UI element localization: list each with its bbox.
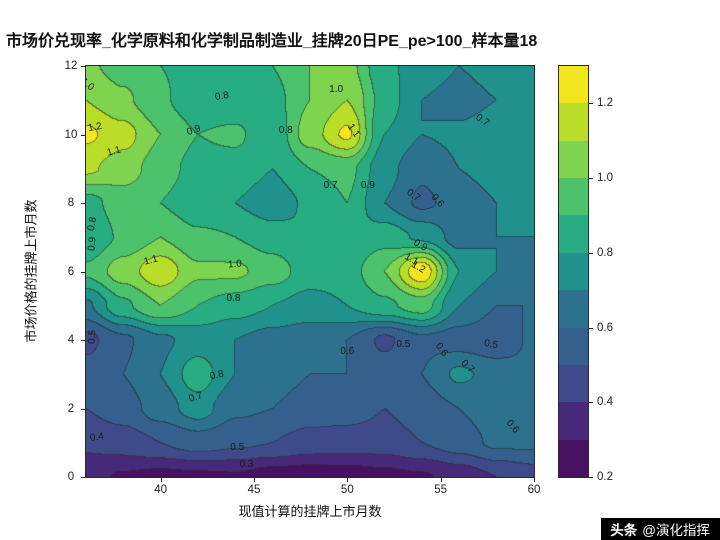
contour-label: 0.5 — [86, 329, 99, 344]
contour-label: 0.5 — [396, 339, 411, 351]
y-tick-label: 0 — [67, 471, 75, 483]
colorbar-band — [559, 290, 588, 328]
y-tick-label: 4 — [67, 334, 75, 346]
contour-label: 0.5 — [230, 441, 245, 453]
y-tick-mark — [81, 477, 85, 478]
y-tick-mark — [81, 203, 85, 204]
x-axis-label: 现值计算的挂牌上市月数 — [238, 504, 382, 519]
colorbar-band — [559, 215, 588, 253]
contour-label: 1.0 — [86, 75, 97, 94]
watermark-brand: 头条 — [610, 523, 638, 538]
contour-label: 0.8 — [278, 125, 293, 137]
contour-label: 1.1 — [143, 253, 160, 268]
contour-label: 0.7 — [323, 179, 338, 191]
contour-labels-layer: 1.0 0.8 1.0 0.7 1.2 1.1 0.9 0.8 1.1 0.7 0.9 0.7 0.6 0… — [86, 66, 534, 477]
colorbar-tick-label: 1.2 — [597, 97, 613, 110]
y-tick-mark — [81, 66, 85, 67]
contour-label: 0.6 — [503, 418, 521, 436]
chart-title: 市场价兑现率_化学原料和化学制品制造业_挂牌20日PE_pe>100_样本量18 — [6, 33, 538, 50]
colorbar-tick-mark — [589, 252, 593, 254]
contour-label: 1.0 — [329, 83, 344, 95]
x-tick-label: 40 — [154, 484, 168, 496]
colorbar-tick-mark — [589, 402, 593, 404]
y-tick-mark — [81, 340, 85, 341]
colorbar-band — [559, 140, 588, 179]
contour-label: 1.1 — [105, 144, 123, 159]
colorbar-tick-label: 0.8 — [597, 246, 613, 259]
contour-label: 0.6 — [428, 192, 446, 210]
contour-label: 0.6 — [432, 341, 450, 359]
contour-label: 0.4 — [89, 430, 105, 444]
contour-label: 0.7 — [404, 187, 422, 205]
colorbar-band — [559, 439, 588, 477]
y-tick-mark — [81, 408, 85, 410]
watermark-handle: @演化指挥 — [642, 523, 710, 538]
contour-label: 0.8 — [214, 89, 230, 103]
colorbar-tick-label: 0.2 — [597, 471, 613, 483]
contour-label: 0.7 — [187, 390, 205, 406]
colorbar-band — [559, 364, 588, 403]
y-tick-label: 6 — [67, 265, 75, 278]
contour-label: 0.6 — [340, 345, 355, 357]
y-tick-label: 8 — [67, 197, 75, 209]
colorbar-band — [559, 327, 588, 365]
contour-label: 0.7 — [458, 358, 476, 376]
y-tick-label: 10 — [64, 128, 78, 141]
x-tick-mark — [254, 478, 255, 482]
colorbar — [558, 65, 589, 478]
contour-label: 1.1 — [344, 121, 362, 140]
contour-label: 0.9 — [360, 179, 375, 191]
x-tick-label: 50 — [340, 484, 354, 496]
contour-label: 0.8 — [86, 215, 99, 232]
colorbar-tick-mark — [589, 103, 593, 105]
colorbar-tick-label: 0.6 — [597, 321, 613, 334]
colorbar-tick-label: 0.4 — [597, 396, 613, 409]
y-tick-label: 2 — [67, 402, 75, 415]
watermark: 头条 @演化指挥 — [601, 518, 720, 540]
x-tick-mark — [160, 478, 162, 482]
contour-label: 0.7 — [473, 111, 491, 129]
y-tick-label: 12 — [64, 60, 78, 72]
contour-label: 1.2 — [409, 259, 428, 276]
contour-label: 0.5 — [483, 338, 499, 352]
y-tick-mark — [81, 134, 85, 136]
colorbar-band — [559, 66, 588, 104]
contour-label: 0.9 — [185, 123, 203, 139]
x-tick-mark — [534, 478, 535, 482]
contour-canvas — [86, 66, 534, 477]
y-tick-mark — [81, 271, 85, 273]
colorbar-tick-mark — [589, 477, 593, 478]
x-tick-label: 55 — [434, 484, 448, 496]
x-tick-mark — [440, 478, 442, 482]
contour-label: 0.9 — [86, 236, 99, 252]
colorbar-tick-label: 1.0 — [597, 172, 613, 185]
y-axis-label: 市场价格的挂牌上市月数 — [23, 199, 39, 343]
contour-label: 0.3 — [239, 459, 254, 470]
contour-label: 0.9 — [411, 237, 430, 254]
contour-label: 1.2 — [87, 120, 104, 134]
colorbar-band — [559, 252, 588, 291]
contour-label: 0.8 — [226, 292, 241, 304]
colorbar-band — [559, 402, 588, 440]
x-tick-label: 60 — [527, 484, 541, 496]
x-tick-mark — [347, 478, 349, 482]
colorbar-tick-mark — [589, 327, 593, 329]
contour-label: 0.8 — [208, 368, 225, 383]
contour-label: 1.0 — [227, 258, 243, 271]
colorbar-band — [559, 103, 588, 141]
contour-plot: 1.0 0.8 1.0 0.7 1.2 1.1 0.9 0.8 1.1 0.7 0.9 0.7 0.6 0… — [85, 65, 535, 478]
colorbar-tick-mark — [589, 178, 593, 180]
x-tick-label: 45 — [247, 484, 261, 496]
colorbar-band — [559, 178, 588, 216]
